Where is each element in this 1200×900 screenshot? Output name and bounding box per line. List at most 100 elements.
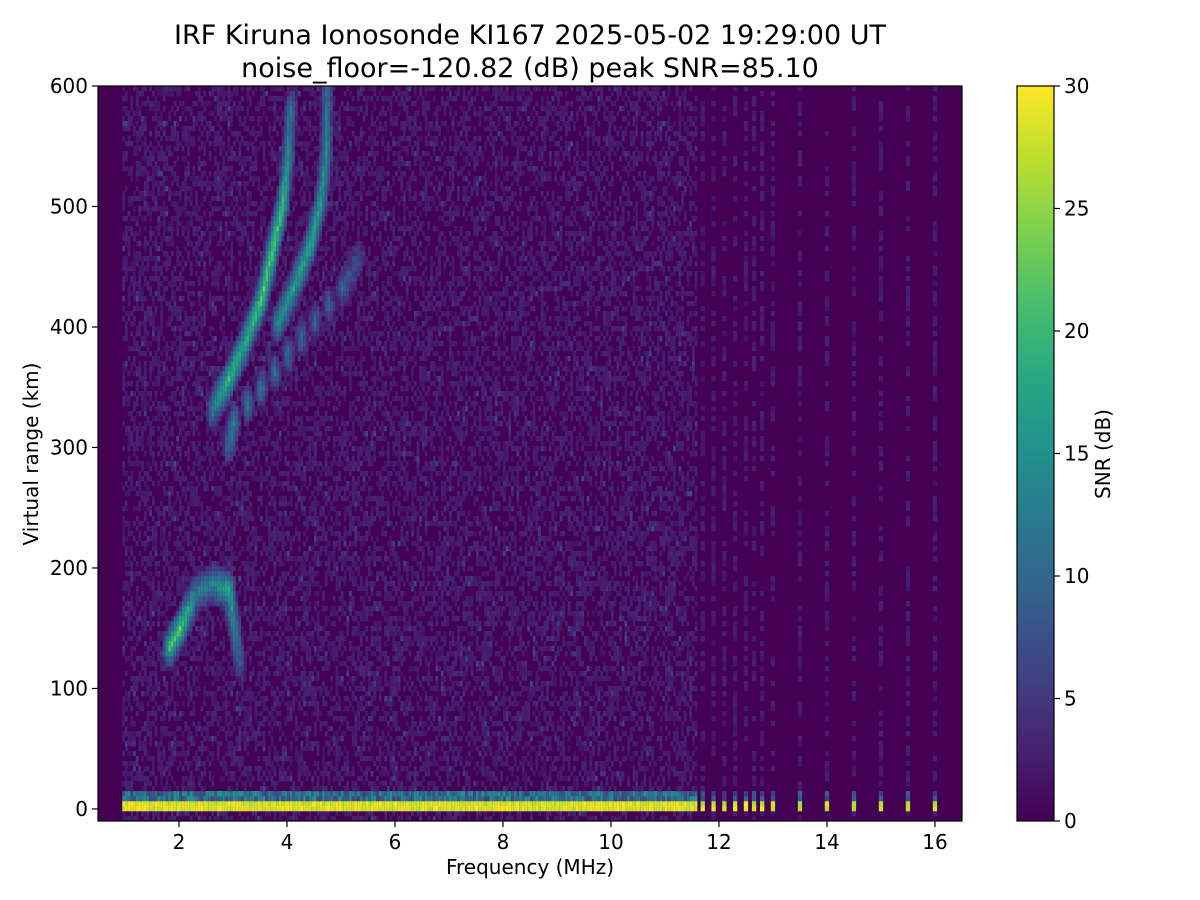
heatmap-cell xyxy=(165,506,169,512)
heatmap-cell xyxy=(270,376,274,382)
heatmap-cell xyxy=(160,536,163,542)
heatmap-cell xyxy=(233,356,236,362)
heatmap-cell xyxy=(125,586,128,592)
heatmap-cell xyxy=(273,751,277,757)
heatmap-cell xyxy=(195,216,198,222)
heatmap-cell xyxy=(219,391,223,397)
heatmap-cell xyxy=(246,766,250,772)
heatmap-cell xyxy=(157,401,161,407)
heatmap-cell xyxy=(249,596,252,602)
heatmap-cell xyxy=(146,191,150,197)
heatmap-cell xyxy=(235,656,239,662)
heatmap-cell xyxy=(179,451,182,457)
heatmap-cell xyxy=(276,721,279,727)
heatmap-cell xyxy=(270,651,274,657)
heatmap-cell xyxy=(273,376,277,382)
heatmap-cell xyxy=(230,646,233,652)
heatmap-cell xyxy=(179,616,182,622)
heatmap-cell xyxy=(127,431,131,437)
heatmap-cell xyxy=(219,271,223,277)
heatmap-cell xyxy=(233,401,236,407)
heatmap-cell xyxy=(149,526,152,532)
heatmap-cell xyxy=(216,616,220,622)
heatmap-cell xyxy=(227,701,231,707)
heatmap-cell xyxy=(224,441,228,447)
heatmap-cell xyxy=(179,686,182,692)
heatmap-cell xyxy=(200,796,204,802)
heatmap-cell xyxy=(165,251,169,257)
heatmap-cell xyxy=(138,166,142,172)
heatmap-cell xyxy=(154,551,158,557)
heatmap-cell xyxy=(235,596,239,602)
heatmap-cell xyxy=(138,231,142,237)
heatmap-cell xyxy=(233,341,236,347)
heatmap-cell xyxy=(230,741,233,747)
heatmap-cell xyxy=(187,786,190,792)
heatmap-cell xyxy=(270,801,274,807)
heatmap-cell xyxy=(203,411,206,417)
heatmap-cell xyxy=(189,596,193,602)
heatmap-cell xyxy=(181,411,185,417)
heatmap-cell xyxy=(189,796,193,802)
heatmap-cell xyxy=(278,176,282,182)
heatmap-cell xyxy=(149,366,152,372)
heatmap-cell xyxy=(197,391,201,397)
heatmap-cell xyxy=(162,611,166,617)
heatmap-cell xyxy=(230,776,233,782)
heatmap-cell xyxy=(138,676,142,682)
heatmap-cell xyxy=(260,321,263,327)
heatmap-cell xyxy=(192,381,196,387)
heatmap-cell xyxy=(184,721,188,727)
heatmap-cell xyxy=(251,666,255,672)
heatmap-cell xyxy=(273,156,277,162)
heatmap-cell xyxy=(143,816,147,822)
heatmap-cell xyxy=(162,176,166,182)
heatmap-cell xyxy=(260,336,263,342)
heatmap-cell xyxy=(135,91,139,97)
heatmap-cell xyxy=(233,91,236,97)
heatmap-cells xyxy=(122,86,938,822)
heatmap-cell xyxy=(251,176,255,182)
heatmap-cell xyxy=(249,276,252,282)
heatmap-cell xyxy=(149,796,152,802)
heatmap-cell xyxy=(262,361,266,367)
heatmap-cell xyxy=(192,801,196,807)
heatmap-cell xyxy=(179,376,182,382)
heatmap-cell xyxy=(176,201,179,207)
heatmap-cell xyxy=(211,451,215,457)
heatmap-cell xyxy=(262,196,266,202)
heatmap-cell xyxy=(262,241,266,247)
heatmap-cell xyxy=(146,96,150,102)
heatmap-cell xyxy=(181,111,185,117)
heatmap-cell xyxy=(192,806,196,812)
heatmap-cell xyxy=(179,726,182,732)
heatmap-cell xyxy=(127,546,131,552)
heatmap-cell xyxy=(224,166,228,172)
heatmap-cell xyxy=(149,726,152,732)
heatmap-cell xyxy=(138,771,142,777)
heatmap-cell xyxy=(251,691,255,697)
heatmap-cell xyxy=(249,551,252,557)
heatmap-cell xyxy=(176,656,179,662)
heatmap-cell xyxy=(149,291,152,297)
heatmap-cell xyxy=(211,181,215,187)
heatmap-cell xyxy=(276,796,279,802)
heatmap-cell xyxy=(165,646,169,652)
heatmap-cell xyxy=(189,561,193,567)
heatmap-cell xyxy=(214,311,217,317)
heatmap-cell xyxy=(270,576,274,582)
heatmap-cell xyxy=(135,711,139,717)
heatmap-cell xyxy=(233,86,236,92)
heatmap-cell xyxy=(152,811,155,817)
heatmap-cell xyxy=(138,631,142,637)
heatmap-cell xyxy=(249,256,252,262)
heatmap-cell xyxy=(278,701,282,707)
heatmap-cell xyxy=(125,571,128,577)
heatmap-cell xyxy=(200,811,204,817)
heatmap-cell xyxy=(195,426,198,432)
heatmap-cell xyxy=(273,661,277,667)
heatmap-cell xyxy=(230,666,233,672)
heatmap-cell xyxy=(273,701,277,707)
heatmap-cell xyxy=(206,691,209,697)
heatmap-cell xyxy=(273,546,277,552)
